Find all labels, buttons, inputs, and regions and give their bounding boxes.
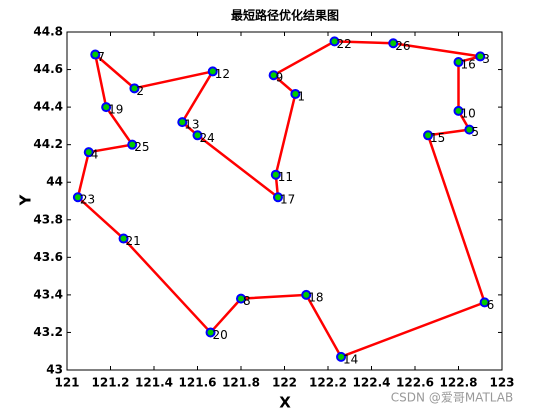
point-label: 24 <box>200 131 215 145</box>
x-tick-label: 121.4 <box>135 376 173 390</box>
city-point <box>236 293 246 304</box>
city-point <box>329 36 340 47</box>
point-label: 8 <box>243 294 251 308</box>
y-axis-label: Y <box>17 193 35 206</box>
city-point <box>464 124 475 135</box>
city-point <box>83 147 94 158</box>
y-tick-label: 44.6 <box>33 62 63 76</box>
point-label: 18 <box>308 290 323 304</box>
point-label: 26 <box>395 39 410 53</box>
x-axis-label: X <box>279 394 291 412</box>
x-tick-label: 121.2 <box>92 376 130 390</box>
point-label: 10 <box>461 106 476 120</box>
point-label: 13 <box>184 118 199 132</box>
y-tick-label: 43.6 <box>33 250 63 264</box>
x-tick-label: 121.8 <box>222 376 260 390</box>
city-point <box>301 289 312 300</box>
city-point <box>453 105 464 116</box>
point-label: 15 <box>430 131 445 145</box>
y-tick-label: 44.8 <box>33 25 63 39</box>
point-label: 19 <box>108 103 123 117</box>
point-label: 11 <box>278 170 293 184</box>
point-label: 2 <box>136 84 144 98</box>
city-point <box>72 192 83 203</box>
city-point <box>336 351 347 362</box>
x-tick-label: 121 <box>54 376 79 390</box>
point-label: 1 <box>297 89 305 103</box>
chart-title: 最短路径优化结果图 <box>231 8 339 23</box>
point-label: 20 <box>213 328 228 342</box>
city-point <box>479 297 490 308</box>
point-label: 6 <box>487 298 495 312</box>
city-point <box>192 130 203 141</box>
y-tick-label: 43 <box>46 363 63 377</box>
watermark: CSDN @爱哥MATLAB <box>391 391 513 405</box>
city-point <box>129 83 140 94</box>
y-tick-label: 44.4 <box>33 100 63 114</box>
x-tick-label: 122.6 <box>396 376 434 390</box>
y-tick-label: 44.2 <box>33 137 63 151</box>
city-point <box>270 169 281 180</box>
city-point <box>453 57 464 68</box>
x-tick-label: 122.8 <box>440 376 478 390</box>
point-label: 14 <box>343 352 358 366</box>
point-label: 9 <box>276 71 284 85</box>
city-point <box>205 327 216 338</box>
point-label: 5 <box>471 125 479 139</box>
point-label: 23 <box>80 193 95 207</box>
city-point <box>423 130 434 141</box>
city-point <box>268 70 279 81</box>
x-tick-label: 122.2 <box>309 376 347 390</box>
city-point <box>177 117 188 128</box>
point-label: 3 <box>482 52 490 66</box>
x-tick-label: 122.4 <box>353 376 391 390</box>
point-label: 22 <box>337 37 352 51</box>
point-label: 17 <box>280 193 295 207</box>
x-tick-label: 121.6 <box>179 376 217 390</box>
point-label: 4 <box>91 148 99 162</box>
city-point <box>388 38 399 49</box>
city-point <box>290 88 301 99</box>
city-point <box>101 102 112 113</box>
point-label: 25 <box>134 140 149 154</box>
point-label: 12 <box>215 67 230 81</box>
city-point <box>272 192 283 203</box>
y-tick-label: 43.2 <box>33 325 63 339</box>
point-label: 7 <box>97 50 105 64</box>
y-tick-label: 44 <box>46 175 63 189</box>
city-point <box>90 49 101 60</box>
x-tick-label: 123 <box>489 376 514 390</box>
point-label: 16 <box>461 58 476 72</box>
y-tick-label: 43.4 <box>33 287 63 301</box>
city-point <box>118 233 129 244</box>
city-point <box>127 139 138 150</box>
point-label: 21 <box>126 234 141 248</box>
city-point <box>207 66 218 77</box>
y-tick-label: 43.8 <box>33 212 63 226</box>
x-tick-label: 122 <box>272 376 297 390</box>
city-point <box>475 51 486 62</box>
